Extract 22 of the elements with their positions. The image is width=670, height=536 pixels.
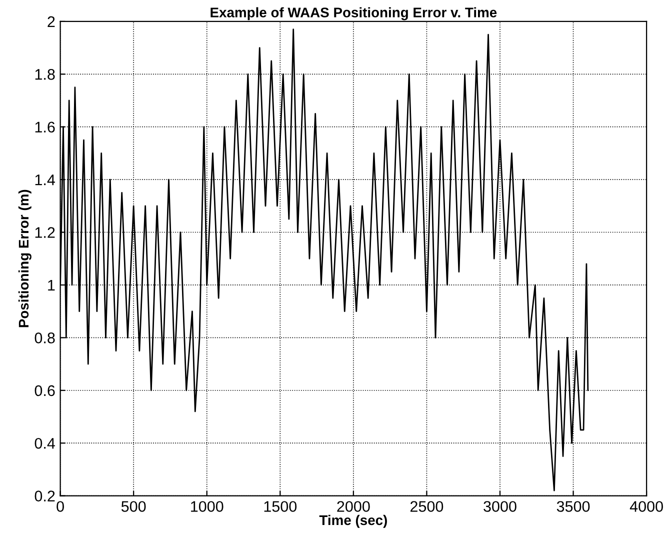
x-tick-label: 2000 bbox=[337, 501, 370, 512]
chart-title: Example of WAAS Positioning Error v. Time bbox=[210, 7, 497, 20]
x-tick-label: 2500 bbox=[410, 501, 444, 512]
y-tick-label: 1.8 bbox=[35, 69, 55, 80]
x-tick-label: 1000 bbox=[191, 501, 224, 512]
x-axis-title: Time (sec) bbox=[319, 514, 387, 528]
x-tick-label: 4000 bbox=[630, 501, 663, 512]
y-tick-label: 1 bbox=[48, 280, 55, 291]
y-tick-label: 0.8 bbox=[34, 332, 55, 344]
x-tick-label: 3500 bbox=[556, 501, 590, 512]
y-axis-title: Positioning Error (m) bbox=[18, 190, 32, 328]
y-tick-label: 2 bbox=[48, 16, 55, 27]
x-tick-label: 0 bbox=[56, 501, 64, 512]
y-tick-label: 0.6 bbox=[34, 385, 55, 396]
y-tick-label: 0.4 bbox=[34, 438, 55, 449]
x-tick-label: 1500 bbox=[264, 501, 297, 512]
x-tick-label: 3000 bbox=[484, 501, 516, 512]
y-tick-label: 1.6 bbox=[35, 122, 55, 133]
y-tick-label: 0.2 bbox=[34, 490, 55, 502]
y-tick-label: 1.2 bbox=[35, 227, 55, 238]
x-tick-label: 500 bbox=[121, 501, 146, 512]
y-tick-label: 1.4 bbox=[35, 174, 55, 186]
